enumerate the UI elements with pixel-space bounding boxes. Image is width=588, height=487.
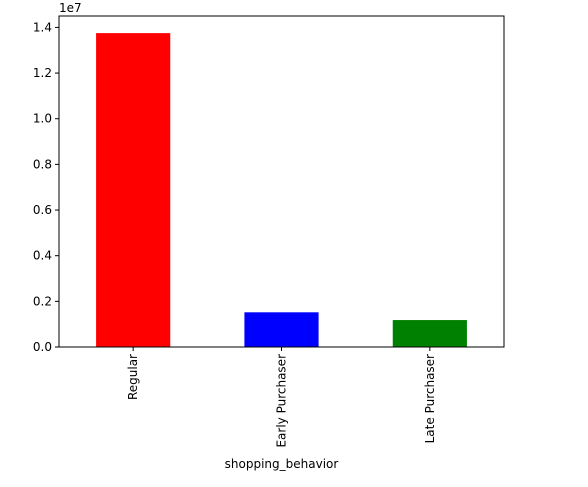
y-axis-ticks: 0.0 0.2 0.4 0.6 0.8 1.0 1.2 1.4: [33, 20, 59, 354]
x-tick-label: Early Purchaser: [275, 354, 289, 448]
bar-late-purchaser: [392, 320, 467, 347]
bars-group: [96, 33, 467, 347]
x-tick-label: Regular: [126, 354, 140, 400]
y-tick-label: 1.2: [33, 66, 52, 80]
x-axis-label: shopping_behavior: [225, 457, 339, 471]
y-axis-offset-label: 1e7: [59, 1, 82, 15]
y-tick-label: 1.4: [33, 20, 52, 34]
y-tick-label: 0.2: [33, 294, 52, 308]
y-tick-label: 0.0: [33, 340, 52, 354]
y-tick-label: 0.6: [33, 203, 52, 217]
plot-frame: [58, 15, 505, 348]
x-axis-ticks: Regular Early Purchaser Late Purchaser: [126, 347, 437, 448]
bar-regular: [96, 33, 171, 347]
y-tick-label: 0.8: [33, 157, 52, 171]
y-tick-label: 0.4: [33, 249, 52, 263]
bar-early-purchaser: [244, 312, 319, 347]
y-tick-label: 1.0: [33, 112, 52, 126]
x-tick-label: Late Purchaser: [423, 354, 437, 443]
